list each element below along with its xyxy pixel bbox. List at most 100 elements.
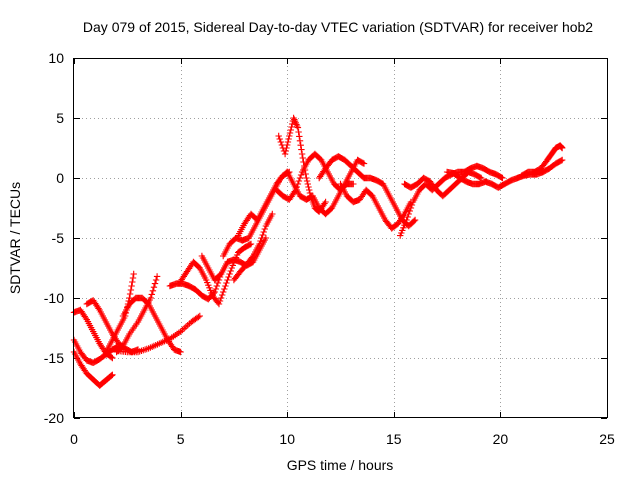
data-point (214, 279, 222, 287)
data-point (305, 183, 312, 191)
series-arc7 (119, 294, 184, 356)
y-tick-label: 0 (56, 170, 64, 186)
data-point (177, 348, 184, 356)
data-point (298, 146, 305, 153)
data-point (286, 129, 294, 137)
data-point (288, 123, 295, 131)
data-point (359, 159, 367, 167)
data-point (410, 217, 418, 225)
data-point (295, 177, 303, 185)
data-point (150, 284, 158, 291)
data-point (248, 254, 256, 261)
data-point (408, 201, 416, 209)
y-tick-label: -5 (52, 230, 65, 246)
series-arc16 (273, 150, 357, 203)
data-point (147, 294, 154, 302)
data-point (212, 285, 219, 293)
grid-layer (74, 58, 607, 418)
series-arc20 (397, 162, 506, 239)
series-arc3 (70, 306, 116, 362)
data-point (299, 154, 306, 162)
data-point (126, 294, 133, 302)
chart-title: Day 079 of 2015, Sidereal Day-to-day VTE… (83, 19, 593, 35)
data-point (406, 207, 413, 215)
data-point (296, 133, 303, 140)
data-point (404, 213, 411, 221)
data-point (257, 237, 264, 245)
y-tick-label: -20 (44, 410, 64, 426)
data-point (303, 177, 311, 185)
data-point (405, 210, 412, 218)
data-point (499, 174, 506, 182)
data-point (108, 372, 115, 379)
data-point (559, 156, 566, 164)
data-point (216, 297, 224, 305)
data-point (296, 174, 304, 182)
data-point (258, 234, 265, 242)
data-point (403, 216, 410, 224)
data-point (276, 135, 283, 143)
data-point (304, 180, 311, 188)
data-point (109, 371, 116, 378)
data-point (153, 273, 161, 280)
data-point (297, 142, 304, 149)
data-point (360, 160, 368, 167)
series-arc13 (230, 210, 276, 284)
data-point (246, 241, 254, 248)
data-point (217, 294, 225, 302)
data-point (269, 210, 276, 218)
series-arc23 (518, 142, 566, 179)
data-point (322, 198, 329, 206)
data-point (297, 171, 305, 179)
x-tick-label: 5 (177, 431, 185, 447)
data-point (261, 225, 268, 233)
data-point (222, 282, 229, 290)
series-arc19 (337, 180, 415, 232)
data-point (281, 150, 289, 158)
data-point (247, 240, 255, 248)
data-point (558, 157, 565, 164)
data-point (259, 231, 266, 239)
data-point (148, 291, 155, 298)
data-point (126, 290, 134, 298)
data-point (127, 286, 135, 294)
data-point (215, 300, 223, 308)
data-point (287, 126, 294, 134)
data-point (129, 278, 136, 286)
data-point (226, 270, 233, 278)
data-point (476, 174, 484, 181)
data-point (107, 372, 115, 380)
series-arc8 (113, 312, 203, 356)
data-point (225, 273, 232, 281)
data-point (282, 147, 289, 155)
series-arc1 (70, 348, 116, 389)
data-point (498, 174, 505, 181)
data-point (256, 240, 263, 248)
y-tick-label: 10 (48, 50, 64, 66)
x-tick-label: 25 (599, 431, 615, 447)
data-point (285, 135, 292, 143)
data-point (350, 180, 357, 188)
data-point (295, 128, 302, 136)
axis-layer: 0 5 10 15 20 25 -20 -15 -10 -5 0 5 10 (44, 50, 615, 447)
series-arc14 (235, 168, 293, 239)
data-point (129, 274, 137, 282)
data-point (211, 288, 218, 296)
data-point (219, 291, 226, 299)
series-arc5 (102, 270, 137, 356)
x-tick-label: 15 (386, 431, 402, 447)
data-point (411, 216, 419, 224)
data-point (109, 354, 116, 362)
data-point (294, 124, 302, 131)
plot-frame (73, 58, 608, 418)
data-point (223, 279, 230, 287)
data-point (224, 276, 231, 284)
data-point (149, 287, 157, 294)
data-point (213, 282, 220, 290)
data-point (220, 288, 227, 296)
data-point (152, 276, 160, 284)
data-point (221, 285, 228, 293)
data-point (283, 144, 290, 152)
data-point (286, 132, 293, 140)
series-layer (70, 114, 566, 389)
